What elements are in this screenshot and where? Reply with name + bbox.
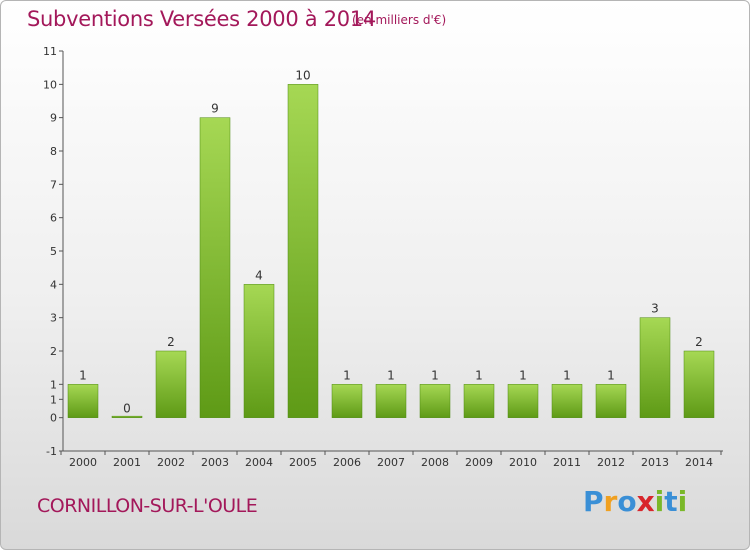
- logo-letter: t: [664, 485, 678, 518]
- x-tick-label-2010: 2010: [509, 456, 537, 469]
- x-tick-label-2009: 2009: [465, 456, 493, 469]
- y-tick-label: 8: [50, 145, 57, 158]
- logo-letter: r: [603, 485, 618, 518]
- bar-2012: [595, 384, 627, 418]
- x-tick-label-2007: 2007: [377, 456, 405, 469]
- y-tick-label: 1: [50, 393, 57, 406]
- value-label-2008: 1: [431, 368, 439, 382]
- bar-2006: [331, 384, 363, 418]
- value-label-2001: 0: [123, 402, 131, 416]
- bar-2007: [375, 384, 407, 418]
- x-tick-label-2001: 2001: [113, 456, 141, 469]
- logo-letter: o: [617, 485, 637, 518]
- y-tick-label: 10: [43, 78, 57, 91]
- y-tick-label: 6: [50, 212, 57, 225]
- x-tick-label-2004: 2004: [245, 456, 273, 469]
- value-label-2004: 4: [255, 268, 263, 282]
- value-label-2010: 1: [519, 368, 527, 382]
- x-tick-label-2000: 2000: [69, 456, 97, 469]
- bar-2003: [199, 117, 231, 418]
- bar-2009: [463, 384, 495, 418]
- bar-2010: [507, 384, 539, 418]
- y-tick-label: 4: [50, 278, 57, 291]
- x-tick-label-2013: 2013: [641, 456, 669, 469]
- y-tick-label: 2: [50, 345, 57, 358]
- bar-2002: [155, 350, 187, 418]
- bar-2013: [639, 317, 671, 418]
- value-label-2006: 1: [343, 368, 351, 382]
- value-label-2009: 1: [475, 368, 483, 382]
- value-label-2000: 1: [79, 368, 87, 382]
- x-tick-label-2005: 2005: [289, 456, 317, 469]
- chart-unit: (en milliers d'€): [352, 13, 447, 27]
- bar-2004: [243, 284, 275, 418]
- bar-2011: [551, 384, 583, 418]
- y-tick-label: -1: [46, 445, 57, 458]
- x-tick-label-2008: 2008: [421, 456, 449, 469]
- value-label-2007: 1: [387, 368, 395, 382]
- bar-2014: [683, 350, 715, 418]
- logo-letter: x: [636, 485, 655, 518]
- x-tick-label-2012: 2012: [597, 456, 625, 469]
- logo-letter: i: [654, 485, 665, 518]
- value-label-2002: 2: [167, 335, 175, 349]
- bar-2000: [67, 384, 99, 418]
- value-label-2013: 3: [651, 302, 659, 316]
- value-label-2014: 2: [695, 335, 703, 349]
- y-tick-label: 0: [50, 412, 57, 425]
- x-tick-label-2014: 2014: [685, 456, 713, 469]
- y-tick-label: 5: [50, 245, 57, 258]
- logo-letter: P: [583, 485, 604, 518]
- y-tick-label: 9: [50, 112, 57, 125]
- y-tick-label: 11: [43, 45, 57, 58]
- value-label-2011: 1: [563, 368, 571, 382]
- x-tick-label-2006: 2006: [333, 456, 361, 469]
- y-tick-label: 7: [50, 178, 57, 191]
- bar-2005: [287, 84, 319, 418]
- y-tick-label: 1: [50, 378, 57, 391]
- bar-2001: [111, 415, 143, 418]
- chart-title: Subventions Versées 2000 à 2014: [27, 7, 376, 31]
- value-label-2003: 9: [211, 102, 219, 116]
- commune-name: CORNILLON-SUR-L'OULE: [37, 495, 258, 517]
- x-tick-label-2002: 2002: [157, 456, 185, 469]
- x-tick-label-2011: 2011: [553, 456, 581, 469]
- bar-2008: [419, 384, 451, 418]
- proxiti-logo: Proxiti: [583, 485, 687, 518]
- x-tick-label-2003: 2003: [201, 456, 229, 469]
- value-label-2012: 1: [607, 368, 615, 382]
- value-label-2005: 10: [295, 68, 310, 82]
- logo-letter: i: [677, 485, 688, 518]
- y-tick-label: 3: [50, 312, 57, 325]
